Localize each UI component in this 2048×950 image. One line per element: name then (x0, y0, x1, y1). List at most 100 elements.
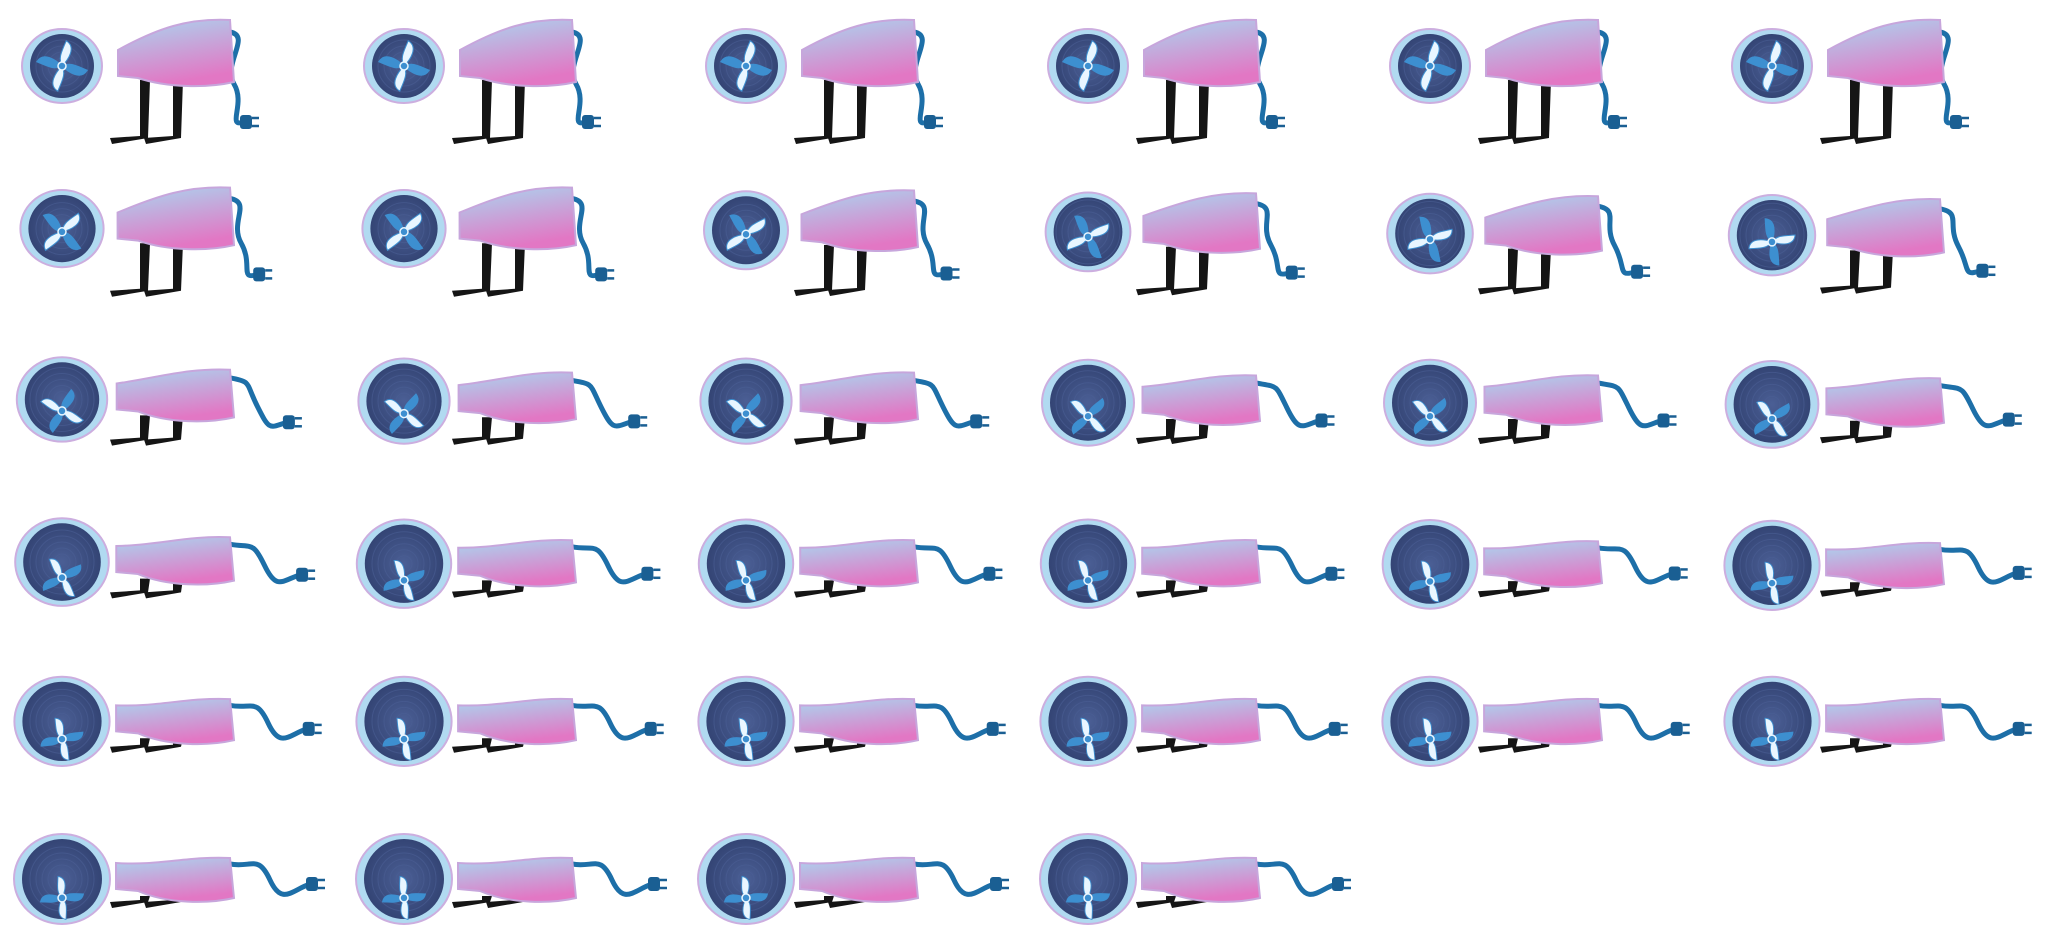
legs (1136, 246, 1209, 296)
sprite-frame (350, 472, 680, 612)
plug-icon (644, 721, 664, 736)
plug-icon (983, 566, 1003, 581)
plug-icon (1976, 263, 1996, 278)
fan-blade-icon (1748, 218, 1796, 266)
leg (486, 417, 525, 445)
fan-head (357, 357, 451, 445)
fan-blade-icon (36, 40, 88, 92)
fan-blade-icon (1750, 717, 1794, 761)
leg (452, 738, 492, 753)
leg (1478, 581, 1518, 598)
sprite-frame (1034, 628, 1364, 768)
power-cord (1253, 544, 1332, 585)
sprite-frame (1034, 472, 1364, 612)
fan-blade-icon (1409, 560, 1451, 603)
power-cord (911, 702, 994, 741)
power-cord (911, 544, 990, 585)
sprite-frame (692, 784, 1022, 925)
leg (1820, 420, 1860, 444)
leg (828, 417, 867, 445)
leg (452, 80, 492, 144)
creature-body (458, 186, 578, 251)
sprite-frame (1718, 628, 2048, 768)
leg (1854, 250, 1893, 294)
leg (1820, 738, 1860, 753)
fan-blade-icon (725, 393, 767, 434)
sprite-frame (1376, 472, 1706, 612)
fan-blade-icon (1067, 560, 1109, 601)
plug-icon (986, 721, 1006, 736)
creature-body (800, 189, 920, 253)
leg (452, 580, 492, 598)
legs (110, 415, 183, 446)
sprite-frame (8, 4, 338, 144)
fan-blade-icon (720, 40, 772, 92)
fan-head (1724, 360, 1820, 449)
sprite-frame (1376, 4, 1706, 144)
legs (452, 417, 525, 445)
leg (794, 896, 834, 908)
plug-icon (1657, 413, 1677, 428)
power-cord (1937, 702, 2020, 741)
leg (1136, 896, 1176, 908)
fan-head (14, 517, 110, 607)
plug-icon (282, 415, 302, 430)
power-cord (1595, 702, 1678, 741)
creature-body (799, 856, 920, 903)
plug-icon (296, 567, 316, 582)
legs (1820, 420, 1893, 444)
power-cord (911, 377, 977, 429)
creature-body (457, 697, 578, 746)
fan-blade-icon (39, 875, 85, 920)
creature-body (115, 697, 236, 746)
creature-body (1485, 18, 1604, 88)
leg (110, 896, 150, 908)
plug-icon (1631, 264, 1651, 279)
power-cord (1253, 380, 1322, 429)
leg (794, 738, 834, 753)
fan-head (1383, 358, 1477, 447)
sprite-frame (8, 472, 338, 612)
power-cord (1253, 702, 1336, 741)
plug-icon (253, 267, 273, 282)
sprite-frame (8, 784, 338, 925)
sprite-frame (350, 316, 680, 456)
fan-head (699, 357, 793, 445)
leg (110, 578, 150, 599)
leg (1136, 246, 1176, 296)
creature-body (117, 18, 236, 88)
legs (1478, 80, 1551, 144)
leg (1820, 250, 1860, 294)
plug-icon (582, 115, 601, 129)
legs (452, 243, 525, 297)
plug-icon (595, 267, 615, 282)
power-cord (227, 861, 313, 897)
plug-icon (940, 266, 960, 281)
leg (486, 243, 525, 297)
fan-blade-icon (724, 717, 768, 761)
power-cord (911, 861, 997, 897)
leg (1170, 246, 1209, 296)
sprite-frame (692, 160, 1022, 300)
power-cord (569, 377, 635, 429)
legs (1820, 80, 1893, 144)
plug-icon (1328, 721, 1348, 736)
power-cord (227, 702, 310, 741)
leg (1478, 248, 1518, 295)
fan-blade-icon (1066, 215, 1110, 259)
power-cord (569, 702, 652, 741)
plug-icon (1266, 115, 1285, 129)
sprite-frame (350, 628, 680, 768)
legs (794, 417, 867, 445)
power-cord (1595, 380, 1664, 429)
fan-blade-icon (1069, 397, 1107, 435)
plug-icon (306, 877, 325, 891)
legs (110, 80, 183, 144)
leg (1136, 419, 1176, 444)
fan-head (1041, 358, 1135, 447)
sprite-frame (8, 160, 338, 300)
fan-head (697, 518, 795, 609)
power-cord (227, 195, 260, 279)
creature-body (1483, 697, 1604, 746)
